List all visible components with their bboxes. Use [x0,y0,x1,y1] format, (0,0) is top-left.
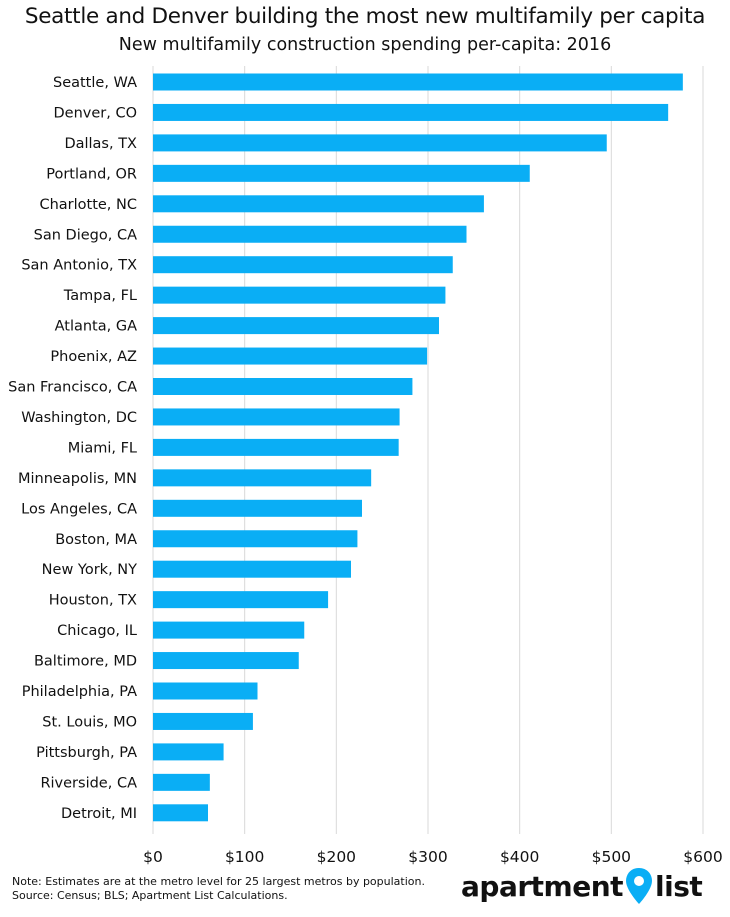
bar [153,438,399,456]
bar [153,682,258,700]
logo-text-apartment: apartment [461,869,624,903]
category-label: St. Louis, MO [42,714,137,730]
bar [153,469,372,487]
bar [153,652,299,670]
x-tick-label: $0 [143,848,163,866]
bar [153,712,253,730]
x-tick-label: $300 [408,848,447,866]
category-label: San Francisco, CA [8,380,137,396]
bar [153,408,400,426]
bar [153,743,224,761]
x-tick-label: $400 [500,848,539,866]
category-label: Detroit, MI [61,806,137,822]
x-tick-label: $500 [592,848,631,866]
category-label: Baltimore, MD [34,654,137,670]
bar [153,621,305,639]
bar [153,73,683,91]
bar [153,347,428,365]
category-label: Seattle, WA [53,75,137,91]
x-tick-label: $100 [225,848,264,866]
footnote-note: Note: Estimates are at the metro level f… [12,875,425,888]
logo-text-list: list [655,869,703,903]
bar [153,256,453,274]
category-label: Boston, MA [55,532,137,548]
bar [153,773,210,791]
bar [153,560,351,578]
bar [153,195,484,213]
category-label: Chicago, IL [57,623,137,639]
bar [153,286,446,304]
category-label: Philadelphia, PA [22,684,137,700]
bars [153,73,683,822]
map-pin-icon [626,868,653,904]
bar [153,591,329,609]
footnote-source: Source: Census; BLS; Apartment List Calc… [12,889,288,902]
category-label: Portland, OR [46,166,137,182]
x-tick-label: $600 [683,848,722,866]
x-tick-labels: $0 $100 $200 $300 $400 $500 $600 [143,848,723,866]
bar [153,378,413,395]
bar [153,499,362,517]
category-label: New York, NY [42,562,137,578]
category-label: Riverside, CA [40,775,137,791]
category-labels: Seattle, WA Denver, CO Dallas, TX Portland,… [8,75,137,822]
footnote: Note: Estimates are at the metro level f… [12,875,425,903]
category-label: Houston, TX [49,593,137,609]
bar [153,804,208,822]
category-label: Charlotte, NC [39,197,137,213]
bar [153,225,467,243]
category-label: Washington, DC [21,410,137,426]
chart-title: Seattle and Denver building the most new… [24,4,706,29]
bar [153,317,439,335]
bar-chart: Seattle, WA Denver, CO Dallas, TX Portland,… [8,66,723,866]
category-label: Denver, CO [54,105,138,121]
category-label: Tampa, FL [63,288,137,304]
bar [153,103,669,121]
category-label: Los Angeles, CA [21,501,137,517]
category-label: Pittsburgh, PA [36,745,137,761]
bar [153,530,358,548]
category-label: Miami, FL [68,440,137,456]
category-label: Phoenix, AZ [50,349,137,365]
bar [153,164,530,182]
apartment-list-logo: apartment list [461,866,703,906]
category-label: Minneapolis, MN [18,471,137,487]
category-label: Atlanta, GA [55,319,137,335]
bar [153,134,607,152]
category-label: San Diego, CA [34,227,137,243]
category-label: Dallas, TX [64,136,137,152]
category-label: San Antonio, TX [21,258,137,274]
chart-subtitle: New multifamily construction spending pe… [118,35,612,55]
x-tick-label: $200 [317,848,356,866]
